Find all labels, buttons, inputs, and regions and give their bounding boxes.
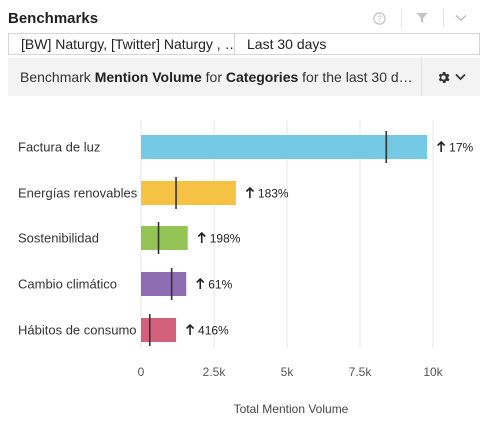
up-arrow-icon bbox=[196, 277, 205, 289]
x-axis-label: Total Mention Volume bbox=[234, 402, 349, 416]
x-tick-label: 10k bbox=[423, 365, 443, 379]
x-tick-label: 2.5k bbox=[203, 365, 227, 379]
up-arrow-icon bbox=[245, 186, 254, 198]
x-tick-label: 7.5k bbox=[349, 365, 373, 379]
change-label: 17% bbox=[449, 141, 473, 155]
change-label: 198% bbox=[210, 232, 241, 246]
category-label: Sostenibilidad bbox=[18, 231, 99, 246]
bar bbox=[141, 226, 188, 250]
filter-icon[interactable] bbox=[409, 7, 435, 29]
category-label: Hábitos de consumo bbox=[18, 323, 137, 338]
bar bbox=[141, 181, 236, 205]
change-label: 183% bbox=[258, 187, 289, 201]
sources-filter[interactable]: [BW] Naturgy, [Twitter] Naturgy , … bbox=[8, 33, 235, 55]
x-tick-label: 0 bbox=[138, 365, 145, 379]
bar bbox=[141, 135, 428, 159]
up-arrow-icon bbox=[197, 231, 206, 243]
widget-header: Benchmarks ? bbox=[0, 0, 504, 32]
category-label: Energías renovables bbox=[18, 186, 138, 201]
up-arrow-icon bbox=[185, 323, 195, 335]
header-divider bbox=[401, 9, 402, 27]
period-filter[interactable]: Last 30 days bbox=[235, 33, 480, 55]
widget-title: Benchmarks bbox=[8, 10, 99, 27]
gear-icon bbox=[438, 71, 450, 83]
help-icon[interactable]: ? bbox=[366, 7, 392, 29]
chart-settings-button[interactable] bbox=[421, 58, 480, 96]
bar bbox=[141, 272, 187, 296]
category-label: Cambio climático bbox=[18, 277, 117, 292]
bar bbox=[141, 318, 177, 342]
x-tick-label: 5k bbox=[281, 365, 295, 379]
filter-row: [BW] Naturgy, [Twitter] Naturgy , … Last… bbox=[8, 33, 480, 57]
category-label: Factura de luz bbox=[18, 140, 100, 155]
svg-text:?: ? bbox=[377, 14, 382, 23]
chart-subtitle-bar: Benchmark Mention Volume for Categories … bbox=[8, 58, 480, 96]
change-label: 416% bbox=[198, 324, 229, 338]
change-label: 61% bbox=[208, 278, 232, 292]
up-arrow-icon bbox=[437, 140, 446, 152]
collapse-chevron-icon[interactable] bbox=[448, 7, 474, 29]
header-divider bbox=[443, 9, 444, 27]
chevron-down-icon bbox=[455, 73, 466, 81]
